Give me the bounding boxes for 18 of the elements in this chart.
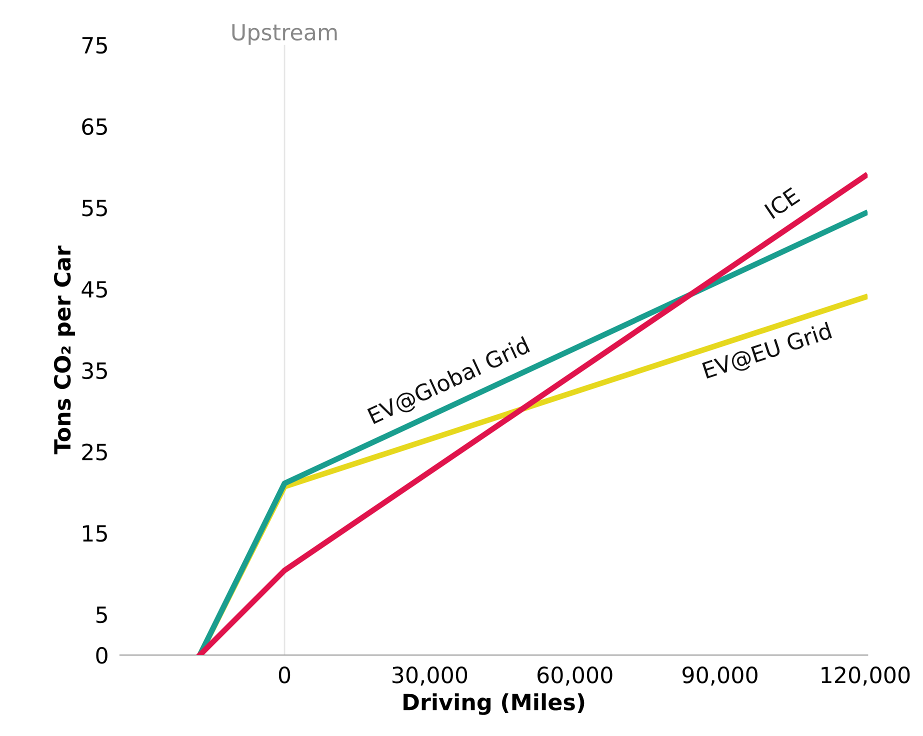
x-tick-label: 60,000 — [538, 666, 612, 686]
y-tick-label: 55 — [82, 200, 107, 216]
y-tick-label: 5 — [96, 606, 107, 624]
y-tick-label: 45 — [82, 281, 107, 298]
x-axis-title: Driving (Miles) — [404, 693, 584, 715]
x-tick-label: 90,000 — [682, 666, 758, 686]
x-tick-label: 120,000 — [822, 666, 910, 686]
y-tick-label: 65 — [82, 118, 107, 136]
y-tick-label: 0 — [96, 646, 108, 664]
y-axis-title: Tons CO₂ per Car — [54, 246, 76, 454]
x-tick-label: 30,000 — [392, 666, 468, 686]
x-tick-label: 0 — [278, 666, 290, 684]
y-tick-label: 15 — [83, 525, 107, 542]
ref-line-label: Upstream — [232, 24, 337, 45]
text: ICE — [764, 186, 800, 220]
y-tick-label: 25 — [82, 444, 107, 460]
y-tick-label: 75 — [82, 37, 107, 54]
y-tick-label: 35 — [82, 362, 107, 380]
